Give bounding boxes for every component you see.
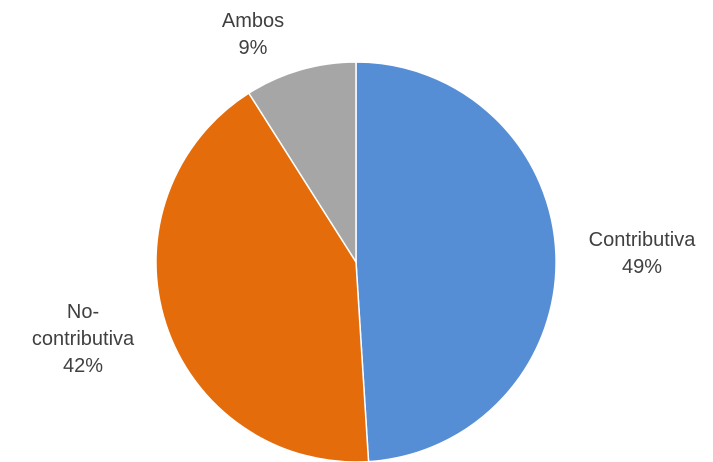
data-label-no-contributiva: No-contributiva 42% (32, 301, 135, 377)
data-label-contributiva: Contributiva 49% (589, 229, 697, 278)
category-label: No- (67, 301, 99, 323)
category-label: contributiva (32, 328, 135, 350)
pie-labels: Contributiva 49% No-contributiva 42% Ambos 9% (32, 10, 696, 377)
pie-slices (155, 61, 557, 462)
pie-slice-no-contributiva (155, 92, 370, 462)
category-label: Contributiva (589, 229, 697, 251)
category-label: Ambos (222, 10, 284, 32)
pie-slice-contributiva (355, 61, 557, 462)
percent-label: 49% (622, 256, 662, 278)
data-label-ambos: Ambos 9% (222, 10, 284, 59)
percent-label: 42% (63, 355, 103, 377)
pie-slice-ambos (247, 61, 357, 265)
percent-label: 9% (239, 37, 268, 59)
